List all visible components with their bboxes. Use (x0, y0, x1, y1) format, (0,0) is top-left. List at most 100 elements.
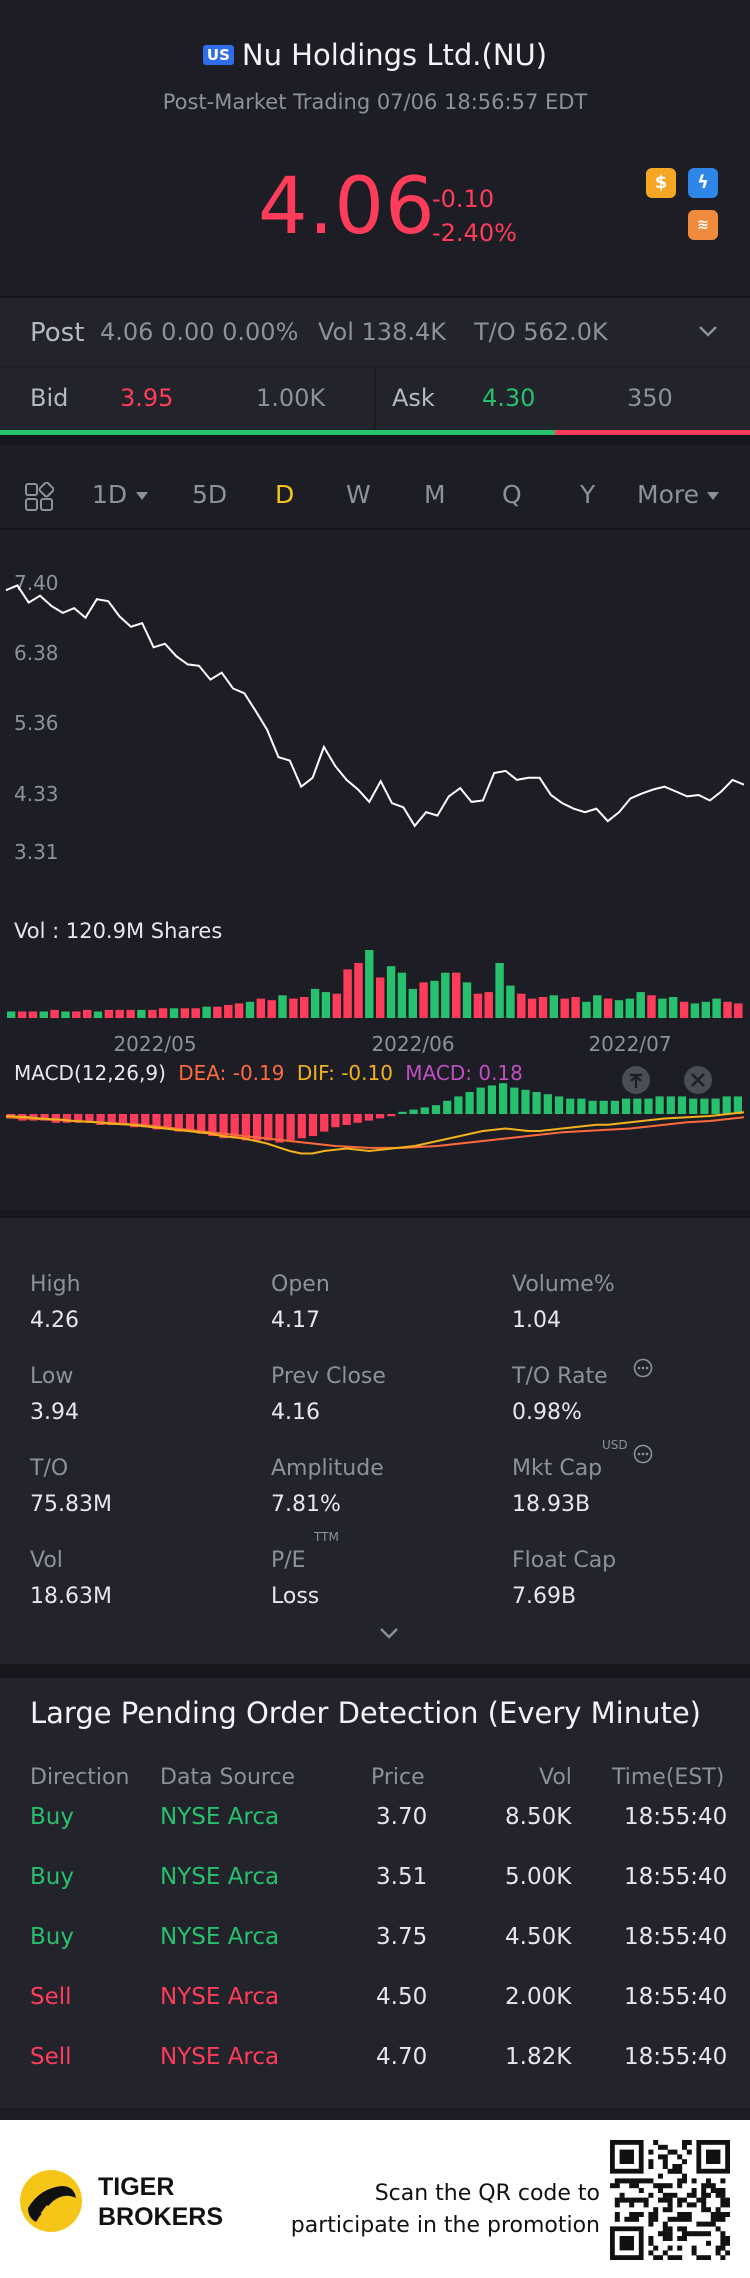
promo-line-1: Scan the QR code to (374, 2181, 600, 2206)
volume-bar (148, 1009, 157, 1018)
volume-bar (126, 1009, 135, 1018)
y-tick-label: 5.36 (14, 711, 59, 735)
volume-bar (321, 992, 331, 1018)
order-price: 3.51 (376, 1864, 428, 1890)
volume-bar (408, 988, 417, 1018)
order-price: 3.70 (376, 1804, 428, 1830)
qr-code[interactable] (610, 2140, 730, 2260)
volume-bar (158, 1008, 168, 1018)
post-volume: Vol 138.4K (318, 318, 446, 346)
chevron-down-icon[interactable] (698, 324, 718, 338)
expand-chevron-icon[interactable] (378, 1626, 400, 1640)
volume-bar (397, 972, 407, 1018)
volume-bar (365, 950, 374, 1018)
macd-bar (320, 1114, 329, 1132)
tab-d[interactable]: D (275, 480, 295, 509)
volume-bar (169, 1008, 179, 1018)
dollar-icon[interactable]: $ (646, 168, 676, 198)
volume-bar (180, 1008, 189, 1018)
tab-w[interactable]: W (346, 480, 371, 509)
macd-bar (286, 1114, 295, 1141)
tab-5d[interactable]: 5D (192, 480, 228, 509)
macd-bar (610, 1100, 619, 1114)
volume-bar (267, 1000, 276, 1018)
volume-bar (310, 988, 320, 1018)
macd-bar (96, 1114, 105, 1125)
post-market-row[interactable]: Post 4.06 0.00 0.00% Vol 138.4K T/O 562.… (0, 298, 750, 366)
order-source: NYSE Arca (160, 1864, 280, 1890)
volume-bar (625, 998, 634, 1018)
volume-bar (462, 982, 472, 1018)
volume-bar (603, 998, 613, 1018)
info-more-icon[interactable] (633, 1444, 653, 1464)
bid-size: 1.00K (256, 384, 326, 412)
macd-bar (74, 1114, 83, 1123)
volume-bar (452, 972, 461, 1018)
macd-bar (677, 1096, 687, 1114)
pin-icon[interactable] (622, 1066, 650, 1094)
price-change: -0.10 -2.40% (432, 182, 517, 250)
change-percent: -2.40% (432, 219, 517, 247)
tiger-logo-icon (20, 2170, 82, 2232)
volume-bar (300, 997, 309, 1018)
macd-bar (85, 1114, 94, 1123)
chart-canvas[interactable]: 7.406.385.364.333.31 Vol : 120.9M Shares… (0, 530, 750, 1210)
volume-bar (213, 1006, 222, 1018)
volume-bar (72, 1011, 81, 1018)
stat-label: Mkt Cap (512, 1456, 603, 1481)
stat-value: 18.63M (30, 1584, 112, 1609)
tab-q[interactable]: Q (502, 480, 522, 509)
volume-bar (582, 1001, 591, 1018)
volume-bar (202, 1006, 211, 1018)
volume-bar (679, 1001, 689, 1018)
flash-icon[interactable]: ϟ (688, 168, 718, 198)
ask-label: Ask (392, 384, 435, 412)
ask-size: 350 (627, 384, 673, 412)
bid-ask-separator (374, 368, 376, 430)
stat-value: 7.81% (271, 1492, 341, 1517)
macd-bar (152, 1114, 161, 1130)
macd-bar (700, 1098, 709, 1114)
macd-bar (376, 1114, 385, 1119)
close-icon[interactable] (684, 1066, 712, 1094)
macd-bar (655, 1096, 664, 1114)
price-chart[interactable]: 7.40 6.38 5.36 4.33 3.31 Vol : 120.9M Shares… (0, 530, 750, 1210)
macd-bar (174, 1114, 183, 1132)
info-more-icon[interactable] (633, 1358, 653, 1378)
macd-bar (577, 1098, 586, 1114)
dif-value: DIF: -0.10 (297, 1061, 393, 1085)
volume-bar (17, 1011, 27, 1018)
stat-label: Low (30, 1364, 74, 1389)
order-price: 3.75 (376, 1924, 428, 1950)
stat-label: T/O (30, 1456, 69, 1481)
macd-bar (666, 1096, 675, 1114)
promo-line-2: participate in the promotion (290, 2213, 600, 2238)
stat-value: 4.16 (271, 1400, 320, 1425)
promo-footer[interactable]: TIGER BROKERS Scan the QR code to partic… (0, 2120, 750, 2278)
macd-bar (107, 1114, 116, 1125)
stack-icon[interactable]: ≋ (688, 210, 718, 240)
macd-bar (331, 1114, 340, 1128)
tab-1d[interactable]: 1D (92, 480, 128, 509)
macd-bar (588, 1100, 597, 1114)
volume-bar (289, 998, 298, 1018)
macd-bar (387, 1114, 396, 1117)
macd-bar (622, 1098, 631, 1114)
macd-bar (130, 1114, 139, 1128)
macd-bar (465, 1092, 474, 1114)
caret-down-icon (136, 492, 148, 500)
divider (0, 435, 750, 445)
volume-bar (669, 997, 678, 1018)
tab-y[interactable]: Y (580, 480, 596, 509)
post-turnover: T/O 562.0K (474, 318, 608, 346)
macd-bar (431, 1105, 441, 1114)
macd-bar (40, 1114, 49, 1121)
stat-label: Amplitude (271, 1456, 384, 1481)
macd-bar (487, 1085, 496, 1114)
order-time: 18:55:40 (624, 1864, 728, 1890)
tab-m[interactable]: M (424, 480, 446, 509)
tab-more[interactable]: More (637, 480, 699, 509)
order-direction: Buy (30, 1804, 74, 1830)
volume-bars (7, 950, 743, 1018)
layout-grid-icon[interactable] (24, 482, 54, 512)
